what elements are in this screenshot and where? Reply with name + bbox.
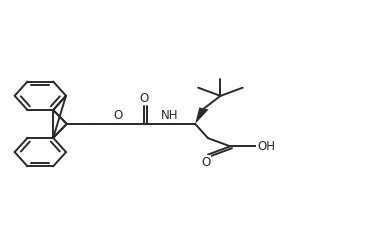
Text: O: O	[202, 156, 211, 169]
Text: O: O	[113, 109, 123, 122]
Text: NH: NH	[161, 109, 178, 122]
Text: O: O	[139, 92, 149, 105]
Polygon shape	[195, 107, 208, 124]
Text: OH: OH	[257, 140, 275, 153]
